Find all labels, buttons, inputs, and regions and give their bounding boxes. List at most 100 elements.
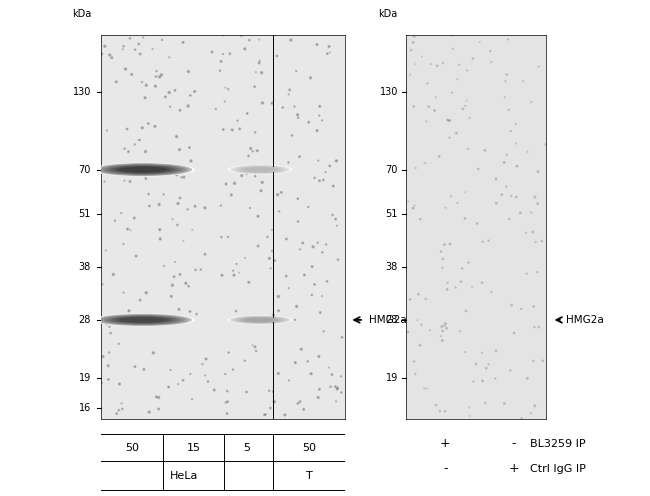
Point bbox=[317, 117, 328, 124]
Point bbox=[500, 93, 510, 101]
Point bbox=[174, 146, 185, 154]
Point bbox=[163, 383, 174, 391]
Point bbox=[170, 86, 180, 94]
Ellipse shape bbox=[242, 167, 278, 172]
Point bbox=[451, 129, 462, 137]
Point bbox=[509, 329, 519, 337]
Point bbox=[266, 247, 277, 255]
Point bbox=[159, 190, 169, 198]
Point bbox=[464, 412, 474, 420]
Point bbox=[327, 371, 337, 378]
Point bbox=[537, 237, 547, 245]
Point bbox=[332, 385, 343, 393]
Point bbox=[257, 179, 267, 186]
Point bbox=[137, 78, 148, 86]
Ellipse shape bbox=[240, 317, 280, 322]
Point bbox=[332, 384, 343, 392]
Point bbox=[250, 172, 261, 180]
Ellipse shape bbox=[130, 189, 247, 198]
Point bbox=[268, 311, 279, 319]
Point bbox=[241, 388, 252, 396]
Point bbox=[441, 324, 452, 332]
Point bbox=[511, 139, 521, 147]
Point bbox=[148, 349, 159, 357]
Ellipse shape bbox=[98, 310, 280, 330]
Point bbox=[403, 328, 413, 336]
Point bbox=[421, 118, 432, 125]
Point bbox=[481, 365, 491, 372]
Text: 28: 28 bbox=[79, 315, 91, 325]
Point bbox=[273, 370, 283, 377]
Ellipse shape bbox=[500, 165, 566, 174]
Ellipse shape bbox=[510, 167, 556, 173]
Text: kDa: kDa bbox=[378, 9, 398, 19]
Point bbox=[250, 343, 260, 351]
Point bbox=[412, 316, 423, 324]
Point bbox=[460, 102, 471, 110]
Point bbox=[141, 81, 151, 89]
Point bbox=[185, 91, 196, 99]
Point bbox=[120, 145, 130, 153]
Point bbox=[416, 321, 426, 329]
Point bbox=[187, 226, 198, 234]
Point bbox=[295, 246, 306, 253]
Ellipse shape bbox=[246, 168, 274, 172]
Point bbox=[321, 241, 332, 248]
Ellipse shape bbox=[506, 166, 560, 173]
Point bbox=[105, 329, 116, 337]
Point bbox=[480, 146, 490, 154]
Point bbox=[267, 99, 278, 107]
Ellipse shape bbox=[144, 190, 232, 197]
Point bbox=[131, 252, 141, 260]
Point bbox=[175, 270, 185, 278]
Point bbox=[437, 255, 448, 263]
Point bbox=[486, 58, 497, 66]
Ellipse shape bbox=[246, 318, 274, 322]
Point bbox=[463, 258, 474, 266]
Point bbox=[107, 320, 117, 328]
Point bbox=[159, 262, 169, 270]
Point bbox=[313, 157, 324, 165]
Point bbox=[278, 104, 288, 112]
Point bbox=[318, 327, 329, 335]
Point bbox=[526, 209, 536, 217]
Text: +: + bbox=[440, 437, 450, 450]
Point bbox=[148, 45, 158, 53]
Ellipse shape bbox=[239, 167, 281, 173]
Point bbox=[256, 69, 266, 77]
Point bbox=[471, 360, 481, 368]
Point bbox=[122, 225, 133, 233]
Point bbox=[150, 123, 160, 130]
Point bbox=[526, 98, 536, 106]
Point bbox=[439, 241, 450, 248]
Text: 38: 38 bbox=[385, 262, 398, 272]
Point bbox=[99, 178, 110, 186]
Point bbox=[153, 405, 164, 413]
Point bbox=[437, 264, 448, 272]
Point bbox=[467, 283, 477, 291]
Point bbox=[119, 177, 129, 185]
Point bbox=[264, 387, 274, 395]
Point bbox=[220, 97, 230, 105]
Point bbox=[265, 264, 276, 272]
Point bbox=[437, 327, 448, 335]
Point bbox=[176, 174, 187, 182]
Point bbox=[314, 353, 324, 361]
Ellipse shape bbox=[127, 165, 249, 175]
Ellipse shape bbox=[498, 165, 568, 175]
Ellipse shape bbox=[143, 315, 234, 325]
Ellipse shape bbox=[114, 316, 172, 323]
Point bbox=[538, 357, 548, 365]
Text: 28: 28 bbox=[385, 315, 398, 325]
Point bbox=[440, 204, 450, 212]
Point bbox=[261, 411, 271, 419]
Ellipse shape bbox=[496, 165, 570, 175]
Point bbox=[502, 151, 512, 159]
Ellipse shape bbox=[133, 189, 244, 198]
Point bbox=[246, 144, 256, 152]
Text: 38: 38 bbox=[79, 262, 91, 272]
Point bbox=[409, 33, 419, 41]
Point bbox=[456, 278, 466, 286]
Point bbox=[326, 383, 336, 391]
Point bbox=[240, 45, 250, 53]
